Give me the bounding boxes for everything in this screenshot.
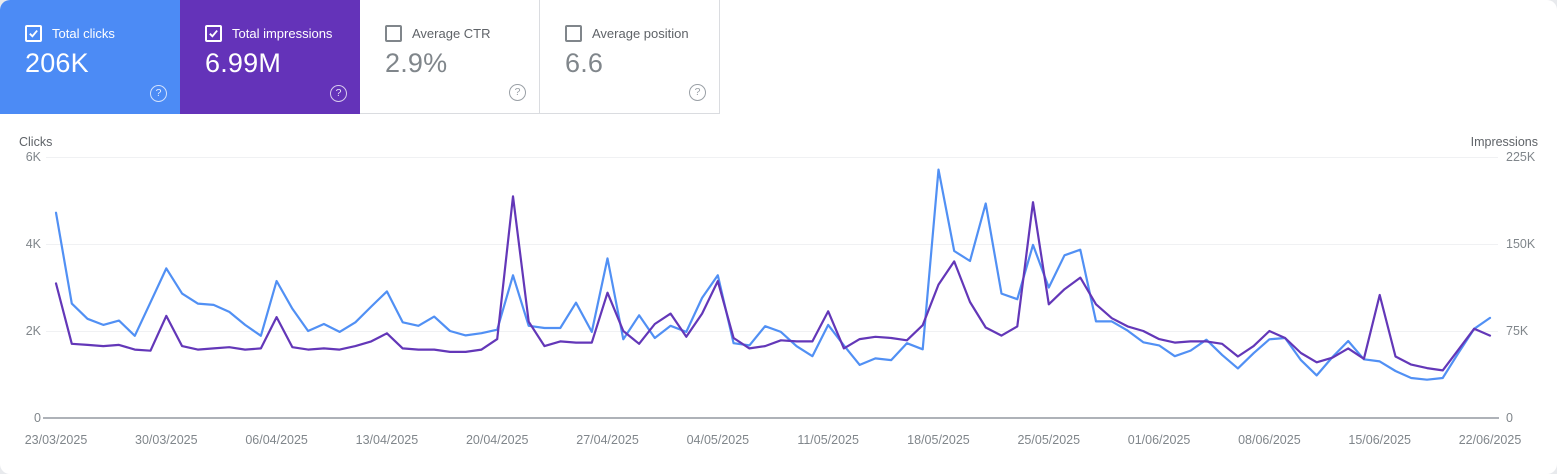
metric-card-label: Total impressions bbox=[232, 26, 333, 41]
x-axis-label: 08/06/2025 bbox=[1238, 433, 1301, 447]
right-axis-title: Impressions bbox=[1470, 135, 1538, 149]
total-clicks-checkbox[interactable] bbox=[25, 25, 42, 42]
metric-card-header: Total impressions bbox=[205, 25, 332, 42]
left-axis-tick: 6K bbox=[25, 150, 41, 164]
metric-card-value: 206K bbox=[25, 48, 89, 78]
right-axis-tick: 0 bbox=[1506, 411, 1513, 425]
x-axis-label: 30/03/2025 bbox=[135, 433, 198, 447]
x-axis-label: 22/06/2025 bbox=[1458, 433, 1522, 447]
x-axis-label: 06/04/2025 bbox=[245, 433, 308, 447]
help-icon[interactable]: ? bbox=[689, 84, 706, 101]
series-line-impressions bbox=[54, 195, 1492, 372]
metric-card-header: Average CTR bbox=[385, 25, 491, 42]
metric-card-average-position[interactable]: Average position 6.6 ? bbox=[540, 0, 720, 114]
left-axis-tick: 2K bbox=[25, 324, 41, 338]
x-axis-label: 01/06/2025 bbox=[1127, 433, 1191, 447]
left-axis-tick: 0 bbox=[34, 411, 41, 425]
x-axis-label: 18/05/2025 bbox=[907, 433, 970, 447]
metric-card-label: Average position bbox=[592, 26, 689, 41]
checkmark-icon bbox=[209, 29, 218, 38]
x-axis-label: 04/05/2025 bbox=[686, 433, 750, 447]
x-axis-label: 27/04/2025 bbox=[576, 433, 639, 447]
gridline bbox=[46, 244, 1498, 245]
gridline bbox=[46, 157, 1498, 158]
right-axis-tick: 225K bbox=[1506, 150, 1536, 164]
help-icon[interactable]: ? bbox=[150, 85, 167, 102]
x-axis-line bbox=[43, 417, 1499, 419]
average-position-checkbox[interactable] bbox=[565, 25, 582, 42]
right-axis-tick: 150K bbox=[1506, 237, 1536, 251]
left-axis-title: Clicks bbox=[19, 135, 53, 149]
right-axis-tick: 75K bbox=[1506, 324, 1529, 338]
average-ctr-checkbox[interactable] bbox=[385, 25, 402, 42]
metric-card-total-clicks[interactable]: Total clicks 206K ? bbox=[0, 0, 180, 114]
x-axis-label: 25/05/2025 bbox=[1017, 433, 1081, 447]
gridline bbox=[46, 331, 1498, 332]
checkmark-icon bbox=[29, 29, 38, 38]
metric-card-value: 2.9% bbox=[385, 48, 448, 78]
metric-card-total-impressions[interactable]: Total impressions 6.99M ? bbox=[180, 0, 360, 114]
metric-card-value: 6.6 bbox=[565, 48, 604, 78]
help-icon[interactable]: ? bbox=[509, 84, 526, 101]
metric-card-label: Total clicks bbox=[52, 26, 115, 41]
series-line-clicks bbox=[54, 168, 1492, 381]
metric-card-value: 6.99M bbox=[205, 48, 282, 78]
left-axis-tick: 4K bbox=[25, 237, 41, 251]
x-axis-label: 15/06/2025 bbox=[1348, 433, 1411, 447]
metric-card-header: Average position bbox=[565, 25, 689, 42]
metric-cards-row: Total clicks 206K ? Total impressions 6.… bbox=[0, 0, 720, 114]
total-impressions-checkbox[interactable] bbox=[205, 25, 222, 42]
x-axis-label: 20/04/2025 bbox=[465, 433, 529, 447]
metric-card-label: Average CTR bbox=[412, 26, 491, 41]
x-axis-label: 13/04/2025 bbox=[355, 433, 419, 447]
metric-card-average-ctr[interactable]: Average CTR 2.9% ? bbox=[360, 0, 540, 114]
x-axis-label: 11/05/2025 bbox=[797, 433, 859, 447]
metric-card-header: Total clicks bbox=[25, 25, 115, 42]
help-icon[interactable]: ? bbox=[330, 85, 347, 102]
x-axis-label: 23/03/2025 bbox=[24, 433, 88, 447]
